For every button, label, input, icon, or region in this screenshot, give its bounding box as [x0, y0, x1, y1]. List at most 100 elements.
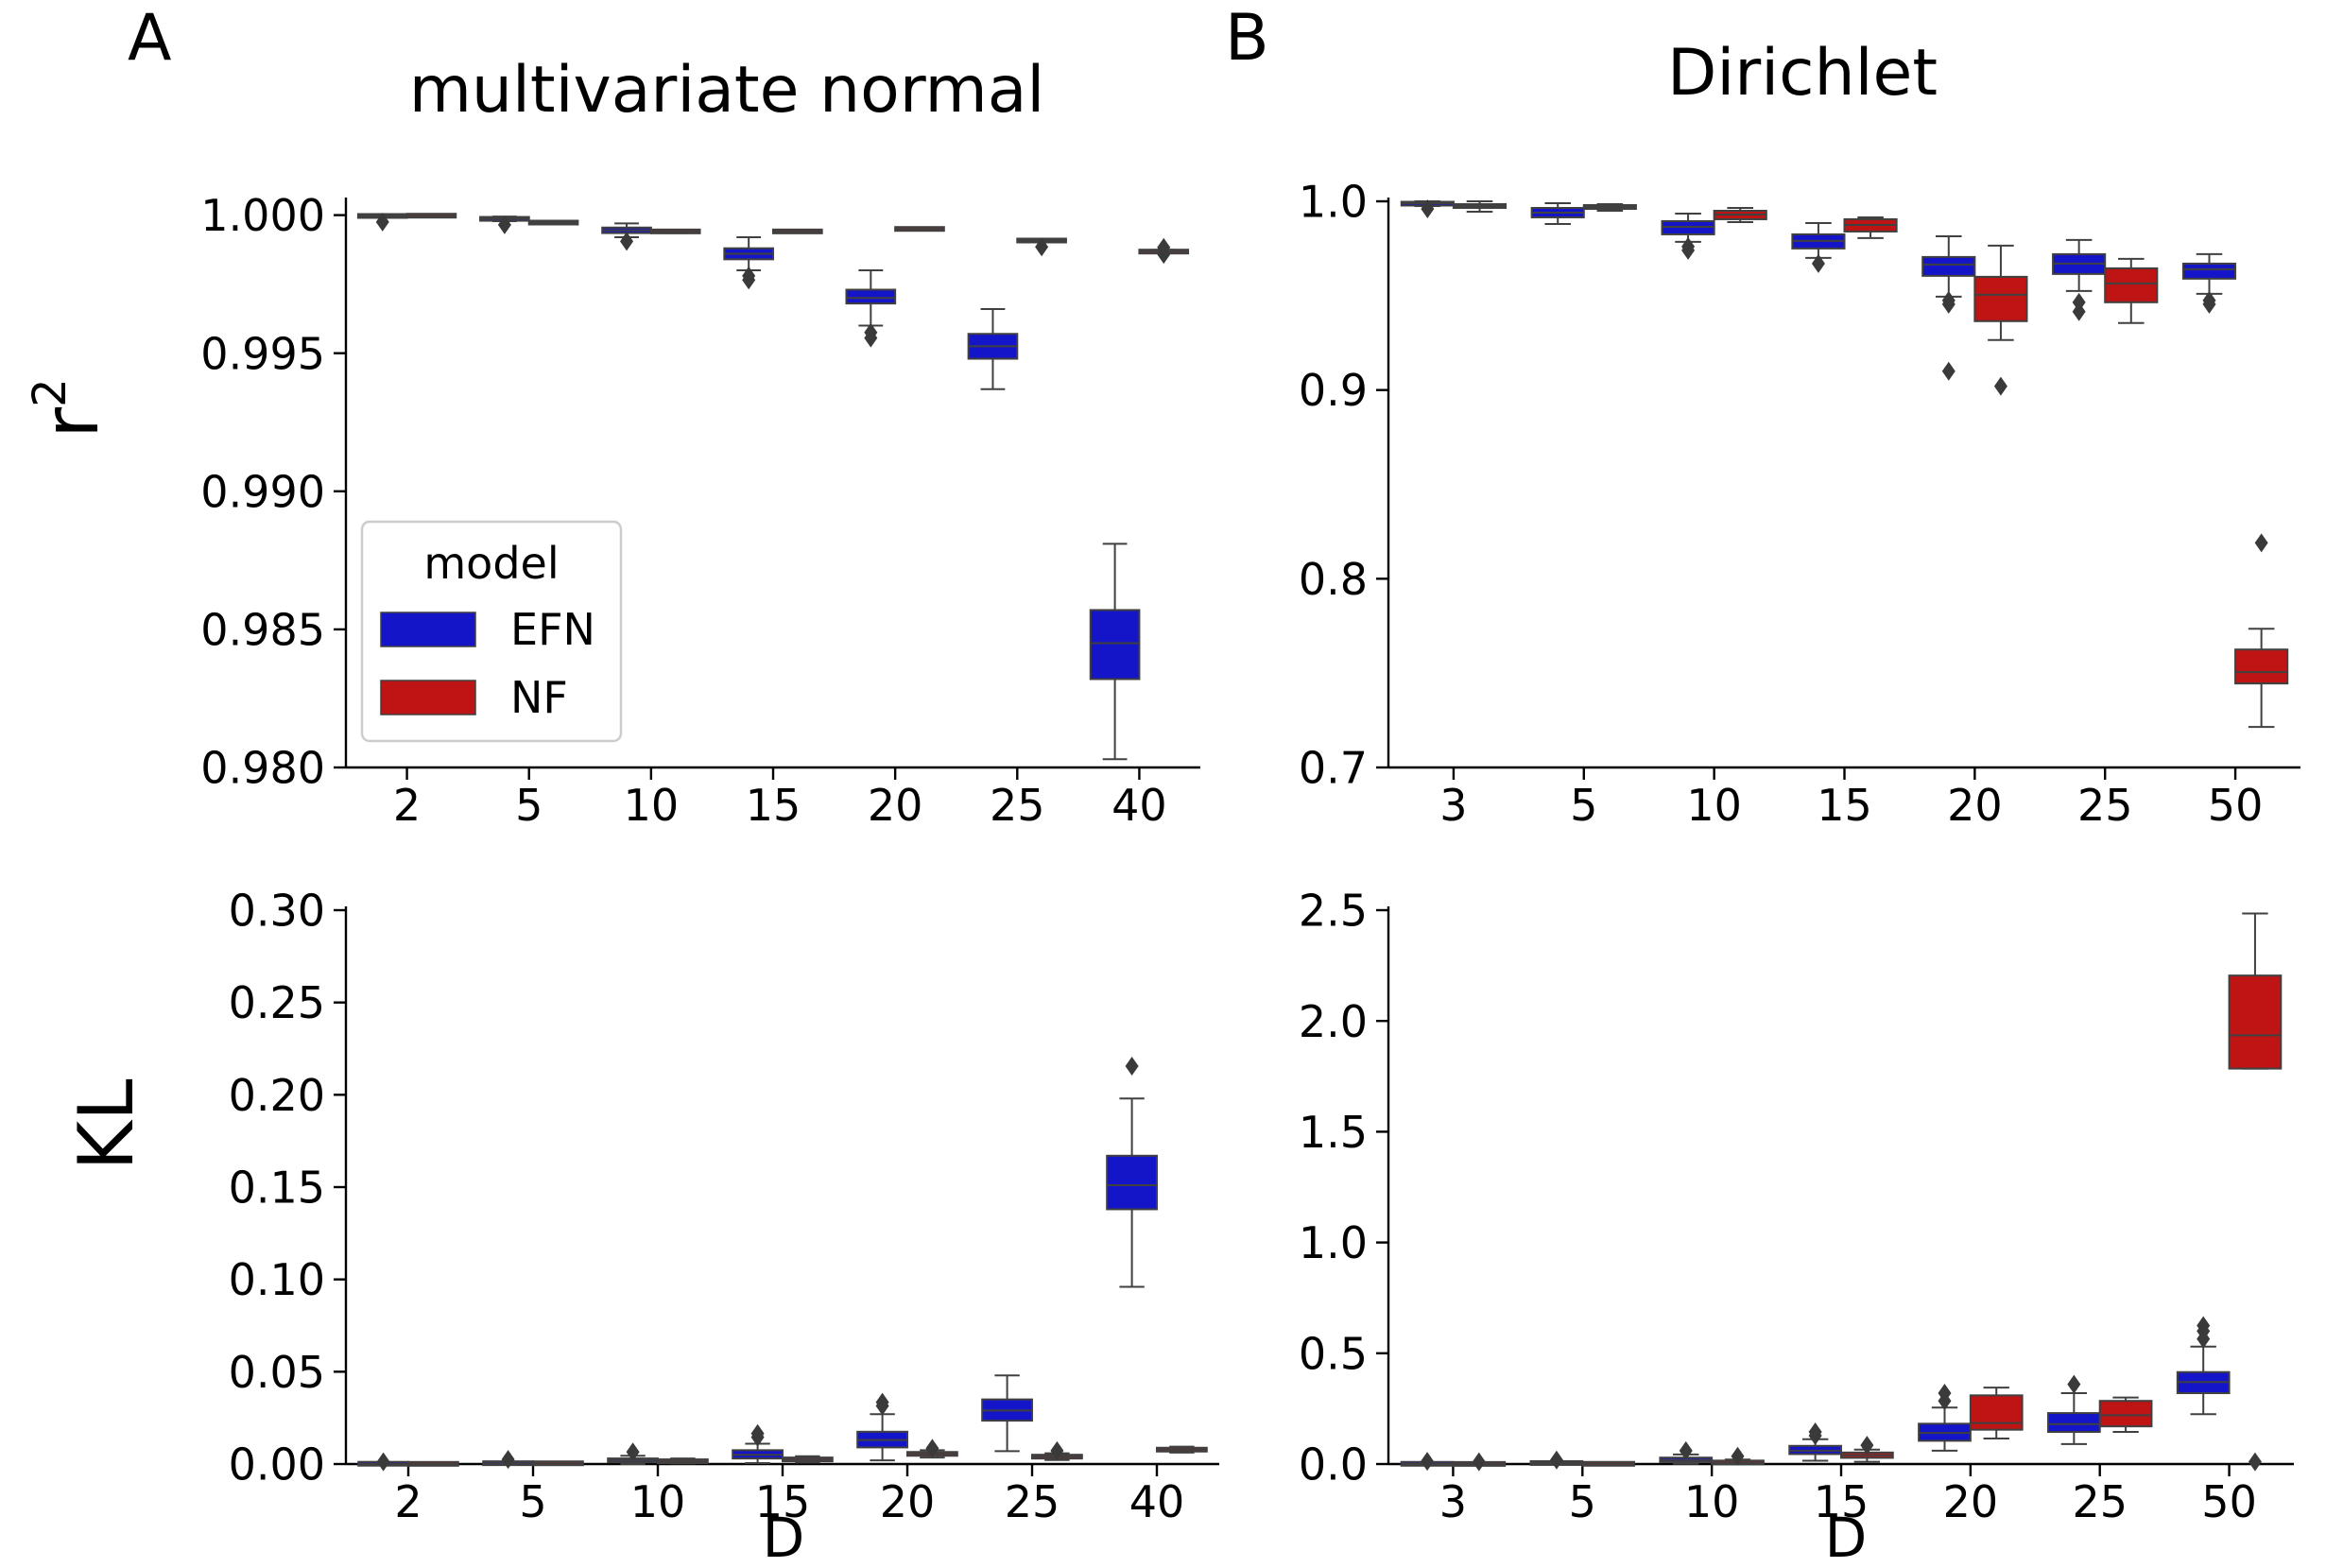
legend-title: model	[423, 538, 559, 589]
x-tick-label: 50	[2201, 1476, 2257, 1527]
panel-label-a: A	[128, 1, 172, 76]
legend-swatch-nf	[380, 680, 476, 715]
box-efn	[2046, 1412, 2101, 1434]
outlier-point	[626, 1442, 640, 1462]
legend-label-nf: NF	[510, 672, 568, 723]
column-title-dirichlet: Dirichlet	[1667, 36, 1938, 111]
y-tick-label: 1.0	[1299, 177, 1368, 228]
row-label-r2: r2	[24, 378, 115, 438]
chart-a-kl: 0.000.050.100.150.200.250.302 5 10 15 20 25 40	[229, 886, 1219, 1527]
x-tick-label: 40	[1129, 1476, 1185, 1527]
row-label-kl: KL	[62, 1078, 150, 1170]
box-nf	[2104, 267, 2159, 303]
row-label-r2-base: r	[27, 407, 115, 439]
x-tick-label: 25	[2072, 1476, 2128, 1527]
outlier-point	[1679, 1440, 1693, 1460]
outlier-point	[2248, 1452, 2262, 1472]
chart-b-kl: 0.0 0.5 1.0 1.5 2.0 2.5 3 5 10 15 20 25 50	[1299, 886, 2294, 1527]
box-efn	[1921, 255, 1976, 277]
x-tick-label: 20	[1947, 780, 2003, 831]
column-title-multivariate-normal: multivariate normal	[409, 53, 1045, 128]
y-tick-label: 1.000	[200, 190, 325, 241]
box-nf	[2098, 1400, 2153, 1428]
outlier-point	[1808, 1422, 1822, 1442]
y-tick-label: 1.5	[1299, 1107, 1368, 1158]
box-nf	[1969, 1394, 2024, 1431]
y-tick-label: 0.5	[1299, 1328, 1368, 1379]
outlier-point	[1681, 240, 1696, 260]
x-tick-label: 10	[624, 780, 680, 831]
x-tick-label: 10	[1684, 1476, 1740, 1527]
outlier-point	[2202, 294, 2216, 314]
x-tick-label: 20	[868, 780, 923, 831]
x-tick-label: 5	[1570, 780, 1597, 831]
xlabel-b: D	[1825, 1506, 1868, 1568]
outlier-point	[1941, 294, 1956, 314]
outlier-point	[864, 328, 878, 348]
outlier-point	[620, 232, 634, 251]
outlier-point	[1549, 1450, 1563, 1470]
outlier-point	[1472, 1452, 1486, 1472]
y-tick-label: 0.7	[1299, 743, 1368, 794]
y-tick-label: 0.995	[200, 328, 325, 379]
x-tick-label: 10	[630, 1476, 686, 1527]
x-tick-label: 5	[515, 780, 543, 831]
y-tick-label: 0.990	[200, 466, 325, 517]
outlier-point	[376, 1452, 390, 1472]
legend-swatch-efn	[380, 612, 476, 647]
outlier-point	[1860, 1436, 1874, 1456]
outlier-point	[1421, 198, 1435, 218]
y-tick-label: 0.985	[200, 604, 325, 655]
outlier-point	[1050, 1440, 1064, 1460]
y-tick-label: 0.9	[1299, 365, 1368, 416]
x-tick-label: 15	[1817, 780, 1872, 831]
xlabel-a: D	[763, 1506, 805, 1568]
box-nf	[1973, 275, 2028, 322]
y-tick-label: 0.10	[229, 1254, 325, 1305]
y-tick-label: 2.0	[1299, 996, 1368, 1047]
outlier-point	[2067, 1374, 2081, 1394]
box-efn	[2181, 262, 2237, 280]
x-tick-label: 15	[1814, 1476, 1869, 1527]
box-efn	[1089, 609, 1141, 681]
outlier-point	[742, 270, 756, 290]
x-tick-label: 20	[1943, 1476, 1999, 1527]
outlier-point	[501, 1450, 515, 1470]
outlier-point	[1941, 361, 1956, 381]
x-tick-label: 5	[519, 1476, 546, 1527]
chart-b-r2: 0.7 0.8 0.9 1.0 3 5 10 15 20 25 50	[1299, 177, 2300, 831]
outlier-point	[2197, 1316, 2211, 1335]
x-tick-label: 15	[755, 1476, 811, 1527]
y-tick-label: 0.00	[229, 1439, 325, 1490]
y-tick-label: 0.8	[1299, 554, 1368, 605]
y-tick-label: 0.30	[229, 886, 325, 937]
x-tick-label: 25	[990, 780, 1045, 831]
outlier-point	[497, 215, 511, 234]
outlier-point	[1421, 1452, 1435, 1472]
y-tick-label: 0.980	[200, 743, 325, 794]
outlier-point	[1938, 1383, 1952, 1403]
x-tick-label: 50	[2208, 780, 2264, 831]
outlier-point	[1731, 1446, 1745, 1466]
y-tick-label: 0.25	[229, 977, 325, 1028]
box-efn	[845, 288, 897, 305]
x-tick-label: 15	[746, 780, 801, 831]
legend: model EFN NF	[360, 520, 623, 743]
y-tick-label: 2.5	[1299, 886, 1368, 937]
row-label-r2-superscript: 2	[24, 378, 77, 407]
box-efn	[1106, 1154, 1158, 1211]
y-tick-label: 0.15	[229, 1163, 325, 1214]
x-tick-label: 40	[1111, 780, 1167, 831]
box-nf	[2228, 974, 2283, 1070]
y-tick-label: 0.0	[1299, 1439, 1368, 1490]
x-tick-label: 20	[880, 1476, 936, 1527]
outlier-point	[875, 1392, 889, 1412]
legend-label-efn: EFN	[510, 604, 595, 655]
x-tick-label: 2	[394, 1476, 422, 1527]
y-tick-label: 0.20	[229, 1070, 325, 1121]
x-tick-label: 3	[1439, 780, 1467, 831]
x-tick-label: 2	[393, 780, 421, 831]
outlier-point	[375, 212, 389, 232]
